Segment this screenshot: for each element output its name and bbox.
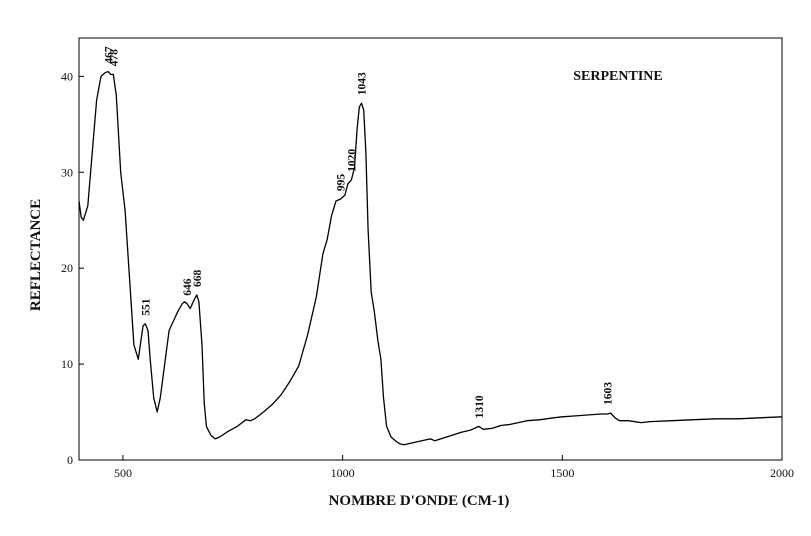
peak-label: 995 (335, 174, 347, 192)
peak-label: 551 (140, 298, 152, 316)
spectrum-line (78, 70, 783, 446)
peak-label: 478 (108, 49, 120, 67)
chart-title: SERPENTINE (573, 69, 662, 84)
x-tick-label: 1500 (550, 466, 574, 480)
peak-label: 646 (182, 278, 194, 296)
x-tick-label: 1000 (331, 466, 355, 480)
x-axis-title: NOMBRE D'ONDE (CM-1) (329, 493, 510, 509)
spectrum-line-group (78, 70, 783, 446)
y-tick-label: 30 (61, 165, 73, 179)
y-tick-label: 20 (61, 261, 73, 275)
x-tick-label: 2000 (770, 466, 794, 480)
x-tick-label: 500 (114, 466, 132, 480)
y-axis-title: REFLECTANCE (28, 199, 44, 311)
peak-label: 1603 (603, 382, 615, 405)
y-tick-label: 0 (67, 453, 73, 467)
peak-label: 1043 (357, 72, 369, 95)
peak-label: 668 (192, 270, 204, 288)
peak-label: 467 (103, 46, 115, 64)
peak-label: 1310 (474, 395, 486, 418)
y-tick-label: 40 (61, 69, 73, 83)
y-tick-label: 10 (61, 357, 73, 371)
peak-label: 1020 (346, 149, 358, 172)
plot-frame (78, 37, 783, 461)
